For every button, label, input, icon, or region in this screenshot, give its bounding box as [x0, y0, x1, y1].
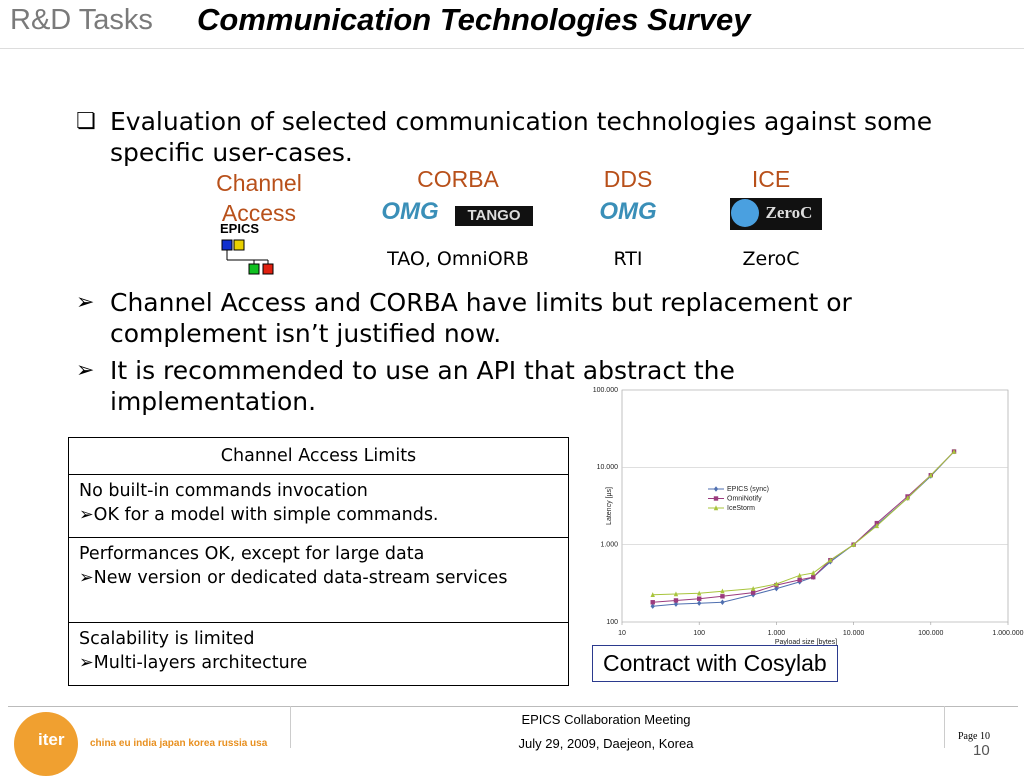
marker: [720, 599, 725, 605]
marker: [874, 520, 880, 526]
x-tick-label: 1.000.000: [992, 630, 1023, 637]
marker: [673, 591, 679, 597]
marker: [811, 570, 816, 576]
cell-sub: Multi-layers architecture: [79, 651, 558, 675]
table-cell: Performances OK, except for large dataNe…: [68, 537, 569, 623]
cell-sub: OK for a model with simple commands.: [79, 503, 558, 527]
latency-chart: Payload size [bytes] Latency [µs] 100 1.0…: [593, 387, 1024, 646]
cell-main: Performances OK, except for large data: [79, 544, 425, 564]
series-line: [652, 451, 955, 603]
y-tick-label: 100: [606, 619, 618, 626]
page-label: Page 10: [958, 731, 990, 742]
epics-logo: EPICS: [220, 222, 274, 275]
x-tick-label: 100.000: [918, 630, 943, 637]
tagline: china eu india japan korea russia usa: [90, 738, 268, 749]
marker: [905, 495, 910, 501]
marker: [697, 596, 702, 601]
y-axis-title: Latency [µs]: [606, 487, 613, 525]
table-header: Channel Access Limits: [68, 437, 569, 475]
marker: [811, 574, 816, 580]
y-tick-label: 1.000: [600, 542, 618, 549]
marker: [828, 557, 833, 563]
iter-logo: [14, 712, 78, 776]
iter-logo-text: iter: [38, 730, 65, 749]
marker: [650, 592, 655, 597]
marker: [750, 590, 756, 595]
footer-sep: [290, 706, 291, 748]
tech-name: CORBA: [417, 166, 499, 192]
y-tick-label: 100.000: [593, 387, 618, 394]
cell-main: Scalability is limited: [79, 629, 255, 649]
page-number: 10: [973, 742, 990, 759]
marker: [697, 600, 702, 606]
section-label: R&D Tasks: [10, 4, 153, 36]
bullet: It is recommended to use an API that abs…: [76, 355, 850, 417]
cell-sub: New version or dedicated data-stream ser…: [79, 566, 558, 590]
marker: [673, 598, 679, 603]
marker: [874, 523, 880, 529]
marker: [774, 581, 779, 587]
series-line: [652, 451, 955, 596]
marker: [650, 603, 655, 609]
marker: [750, 585, 756, 591]
table-cell: Scalability is limitedMulti-layers archi…: [68, 622, 569, 686]
marker: [650, 600, 655, 605]
marker: [720, 588, 725, 594]
y-tick-label: 10.000: [597, 464, 619, 471]
bullet: Channel Access and CORBA have limits but…: [76, 287, 950, 349]
x-tick-label: 10: [618, 630, 626, 637]
legend-label: IceStorm: [727, 505, 755, 512]
legend-marker: [713, 496, 719, 501]
legend-label: EPICS (sync): [727, 486, 769, 493]
limits-table: Channel Access Limits No built-in comman…: [68, 437, 569, 686]
marker: [851, 541, 856, 547]
legend-marker: [713, 505, 719, 511]
omg-logo: OMG: [599, 198, 657, 225]
plot-area: [621, 389, 1009, 623]
footer-sep: [944, 706, 945, 748]
marker: [797, 577, 802, 583]
logo-text: EPICS: [220, 222, 259, 236]
omg-logo: OMG: [381, 198, 439, 225]
x-axis-title: Payload size [bytes]: [775, 639, 837, 646]
x-tick-label: 1.000: [768, 630, 786, 637]
zeroc-logo-text: ZeroC: [765, 203, 813, 222]
series-line: [652, 451, 955, 607]
tech-impl: ZeroC: [742, 248, 800, 270]
marker: [720, 594, 725, 599]
tango-logo: TANGO: [455, 206, 533, 226]
cell-main: No built-in commands invocation: [79, 481, 368, 501]
tech-name: Channel Access: [216, 170, 302, 226]
divider: [0, 48, 1024, 49]
x-tick-label: 100: [693, 630, 705, 637]
tech-name: ICE: [751, 166, 791, 192]
zeroc-logo-ball: [731, 199, 759, 227]
legend-marker: [713, 486, 719, 492]
marker: [797, 572, 802, 578]
footer-event: EPICS Collaboration Meeting: [521, 712, 691, 727]
x-tick-label: 10.000: [843, 630, 865, 637]
slide-title: Communication Technologies Survey: [197, 2, 751, 37]
footer-line: [8, 706, 1018, 707]
table-cell: No built-in commands invocationOK for a …: [68, 474, 569, 538]
tech-name: DDS: [603, 166, 653, 192]
marker: [951, 448, 957, 454]
marker: [697, 590, 702, 596]
marker: [928, 472, 933, 478]
bullet: Evaluation of selected communication tec…: [76, 106, 950, 168]
legend-label: OmniNotify: [727, 495, 762, 502]
tech-impl: TAO, OmniORB: [387, 248, 529, 270]
footer-date: July 29, 2009, Daejeon, Korea: [518, 736, 694, 751]
tech-impl: RTI: [613, 248, 643, 270]
note-box: Contract with Cosylab: [592, 645, 838, 682]
